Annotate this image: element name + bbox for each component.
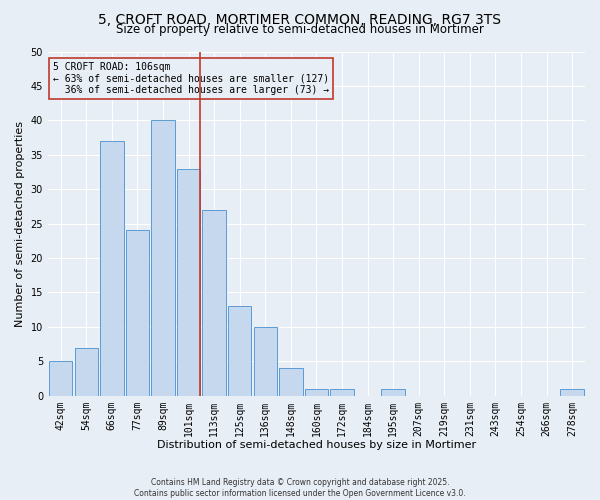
Bar <box>330 389 354 396</box>
Text: 5, CROFT ROAD, MORTIMER COMMON, READING, RG7 3TS: 5, CROFT ROAD, MORTIMER COMMON, READING,… <box>98 12 502 26</box>
Y-axis label: Number of semi-detached properties: Number of semi-detached properties <box>15 120 25 326</box>
Text: Contains HM Land Registry data © Crown copyright and database right 2025.
Contai: Contains HM Land Registry data © Crown c… <box>134 478 466 498</box>
Bar <box>560 389 584 396</box>
Text: 5 CROFT ROAD: 106sqm
← 63% of semi-detached houses are smaller (127)
  36% of se: 5 CROFT ROAD: 106sqm ← 63% of semi-detac… <box>53 62 329 95</box>
Bar <box>254 327 277 396</box>
Text: Size of property relative to semi-detached houses in Mortimer: Size of property relative to semi-detach… <box>116 22 484 36</box>
X-axis label: Distribution of semi-detached houses by size in Mortimer: Distribution of semi-detached houses by … <box>157 440 476 450</box>
Bar <box>74 348 98 396</box>
Bar <box>125 230 149 396</box>
Bar <box>151 120 175 396</box>
Bar <box>279 368 302 396</box>
Bar <box>177 168 200 396</box>
Bar <box>100 141 124 396</box>
Bar <box>49 362 73 396</box>
Bar <box>382 389 405 396</box>
Bar <box>202 210 226 396</box>
Bar <box>228 306 251 396</box>
Bar <box>305 389 328 396</box>
